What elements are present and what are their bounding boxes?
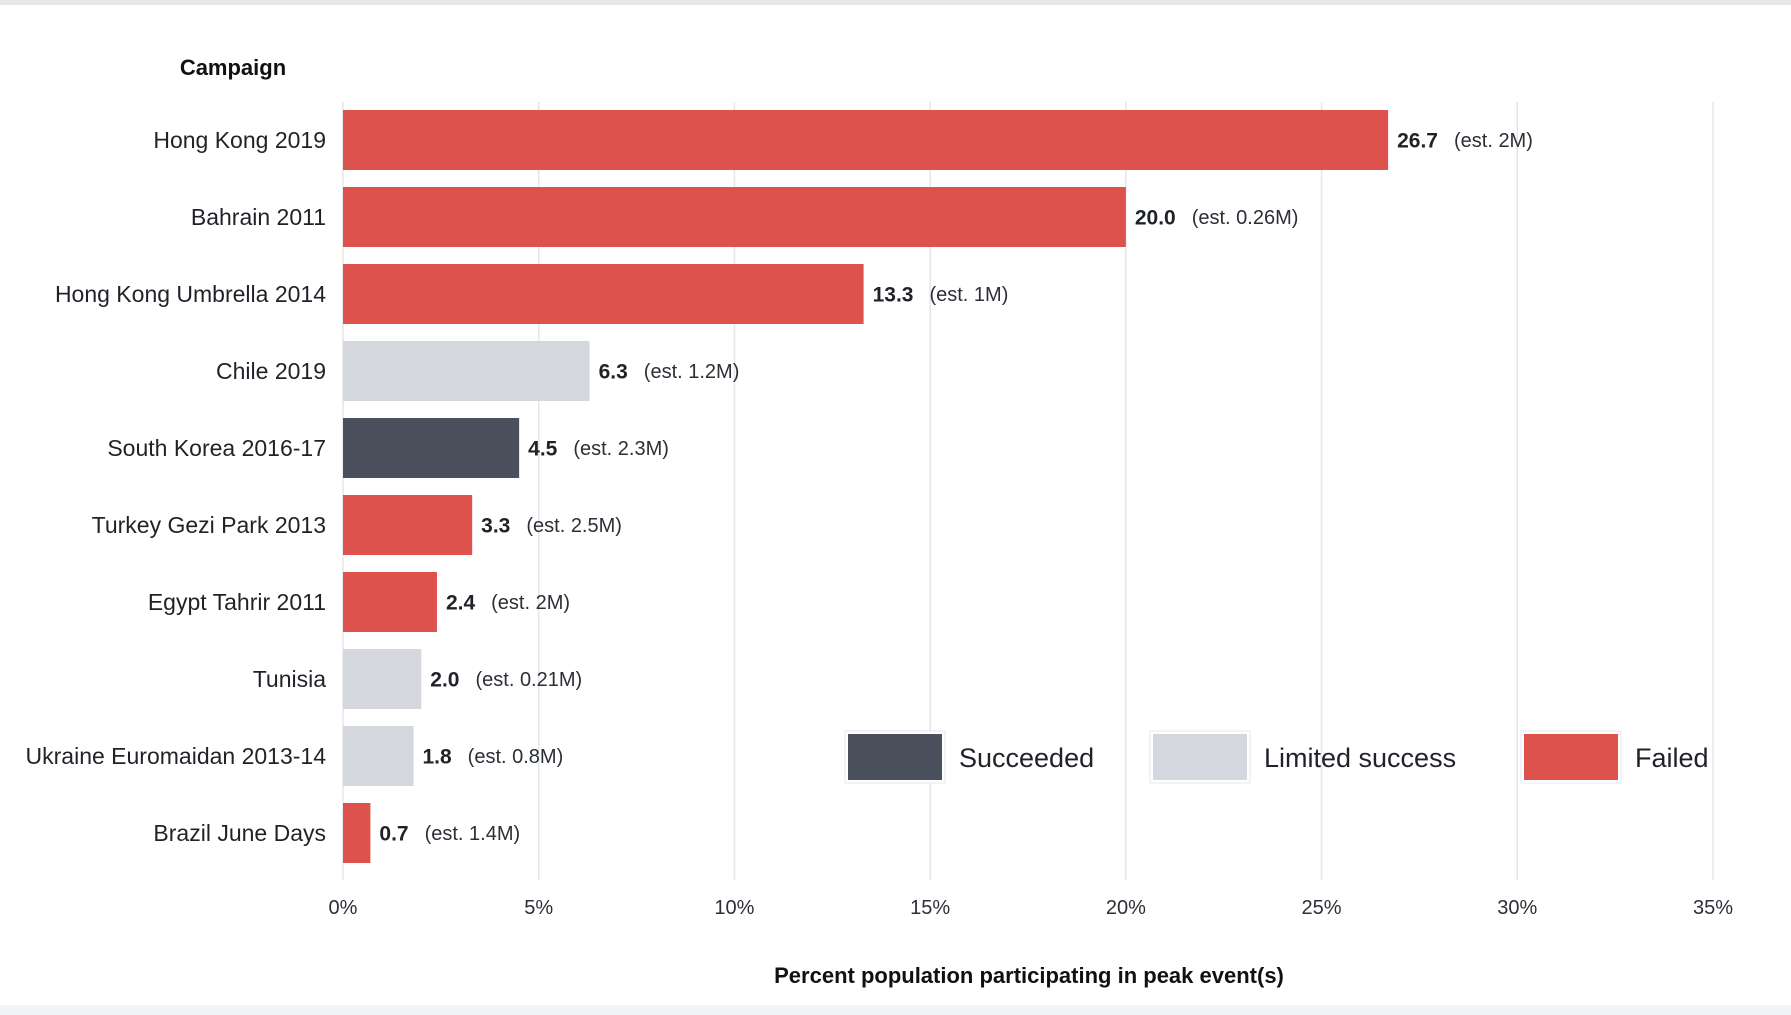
bar xyxy=(343,187,1126,247)
bar xyxy=(343,495,473,555)
estimate-label: (est. 0.8M) xyxy=(468,746,564,768)
category-label: Tunisia xyxy=(253,666,326,692)
category-label: Turkey Gezi Park 2013 xyxy=(92,512,326,538)
estimate-label: (est. 2.5M) xyxy=(526,515,622,537)
category-label: Brazil June Days xyxy=(153,820,326,846)
legend-label-limited: Limited success xyxy=(1264,743,1456,773)
x-tick-label: 20% xyxy=(1106,897,1146,919)
bar xyxy=(343,341,590,401)
bar xyxy=(343,803,371,863)
value-label: 6.3 xyxy=(599,361,628,384)
x-tick-label: 0% xyxy=(329,897,358,919)
estimate-label: (est. 2M) xyxy=(491,592,570,614)
bar xyxy=(343,110,1389,170)
category-label: Egypt Tahrir 2011 xyxy=(148,589,326,615)
estimate-label: (est. 0.21M) xyxy=(475,669,582,691)
category-label: Hong Kong Umbrella 2014 xyxy=(55,281,326,307)
x-tick-label: 30% xyxy=(1497,897,1537,919)
bar xyxy=(343,649,422,709)
x-tick-label: 10% xyxy=(714,897,754,919)
category-label: Chile 2019 xyxy=(216,358,326,384)
x-tick-label: 25% xyxy=(1302,897,1342,919)
value-label: 26.7 xyxy=(1397,130,1438,153)
bar xyxy=(343,572,437,632)
legend-swatch-succeeded xyxy=(848,734,942,780)
category-label: South Korea 2016-17 xyxy=(107,435,326,461)
bar xyxy=(343,418,520,478)
x-tick-label: 35% xyxy=(1693,897,1733,919)
value-label: 2.4 xyxy=(446,592,476,615)
top-rule xyxy=(0,0,1791,5)
legend-label-failed: Failed xyxy=(1635,743,1709,773)
value-label: 20.0 xyxy=(1135,207,1176,230)
legend-label-succeeded: Succeeded xyxy=(959,743,1094,773)
estimate-label: (est. 1.2M) xyxy=(644,361,740,383)
category-label: Hong Kong 2019 xyxy=(153,127,326,153)
estimate-label: (est. 2.3M) xyxy=(573,438,669,460)
y-axis-title: Campaign xyxy=(180,55,286,80)
estimate-label: (est. 0.26M) xyxy=(1192,207,1299,229)
x-tick-label: 15% xyxy=(910,897,950,919)
legend-swatch-limited xyxy=(1153,734,1247,780)
bar xyxy=(343,726,414,786)
value-label: 4.5 xyxy=(528,438,558,461)
estimate-label: (est. 1.4M) xyxy=(425,823,521,845)
bar xyxy=(343,264,864,324)
value-label: 3.3 xyxy=(481,515,510,538)
value-label: 2.0 xyxy=(430,669,459,692)
value-label: 1.8 xyxy=(422,746,452,769)
bottom-rule xyxy=(0,1005,1791,1015)
x-tick-label: 5% xyxy=(524,897,553,919)
category-label: Ukraine Euromaidan 2013-14 xyxy=(26,743,327,769)
estimate-label: (est. 1M) xyxy=(929,284,1008,306)
category-label: Bahrain 2011 xyxy=(191,204,326,230)
value-label: 0.7 xyxy=(379,823,408,846)
value-label: 13.3 xyxy=(873,284,914,307)
x-axis-title: Percent population participating in peak… xyxy=(774,963,1284,988)
legend-swatch-failed xyxy=(1524,734,1618,780)
estimate-label: (est. 2M) xyxy=(1454,130,1533,152)
